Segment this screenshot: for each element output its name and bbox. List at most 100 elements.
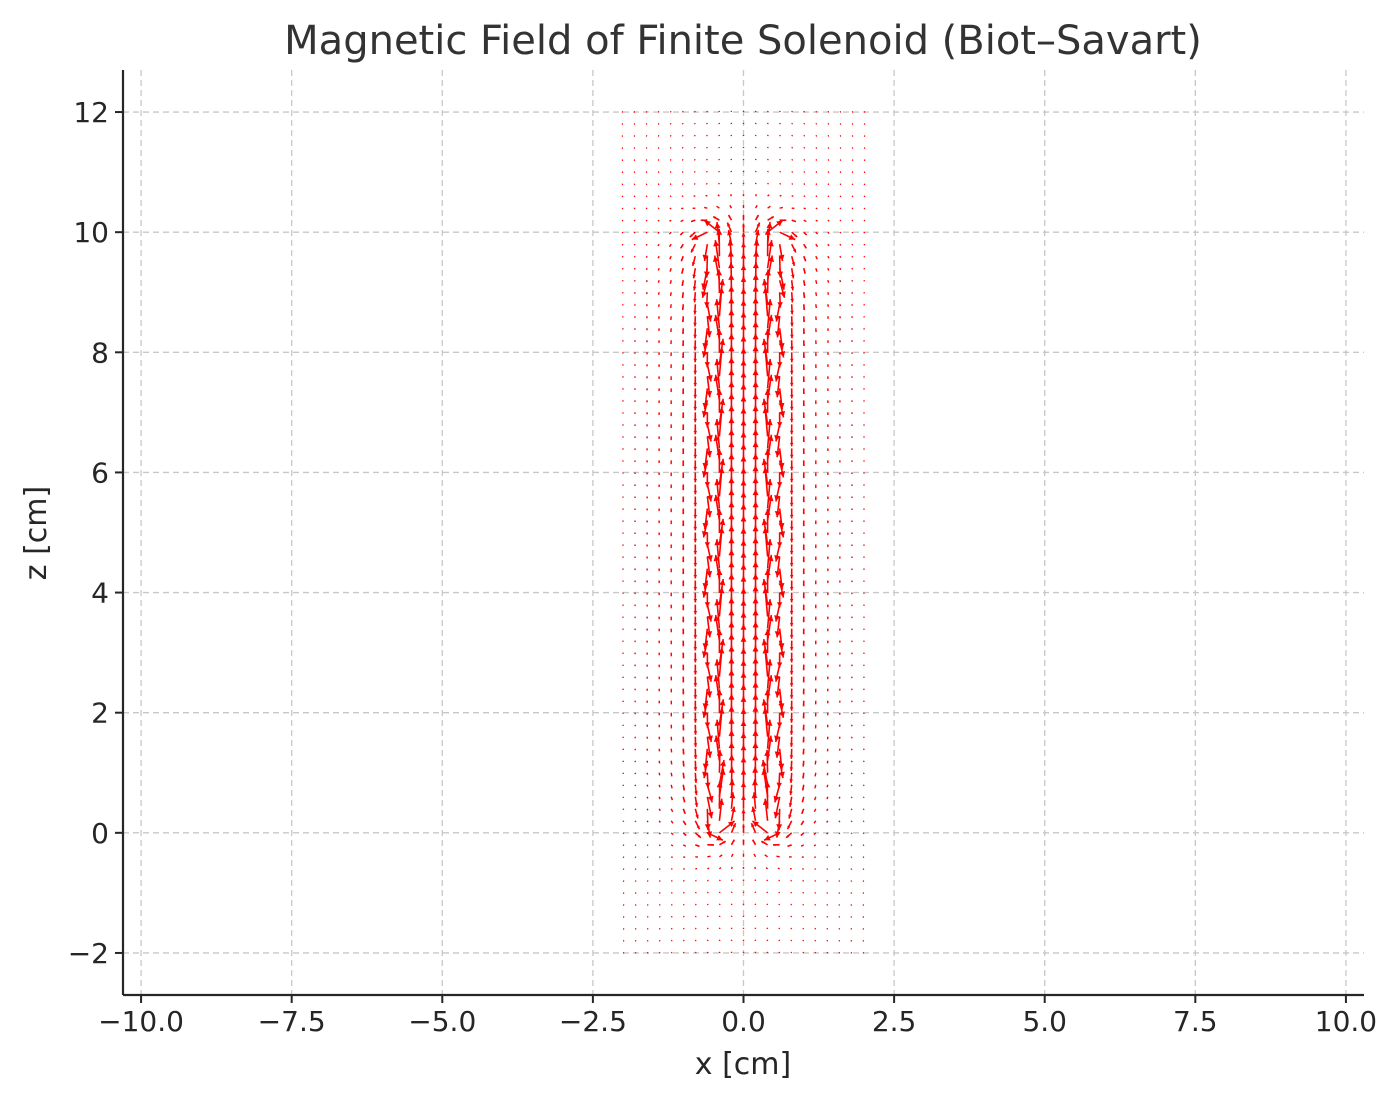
field-arrow [789, 508, 794, 519]
field-arrow [827, 207, 830, 210]
field-arrow [633, 231, 636, 234]
field-arrow [815, 110, 818, 113]
field-arrow [766, 915, 769, 918]
field-arrow [761, 338, 769, 365]
field-arrow [774, 676, 781, 698]
x-tick-label: 10.0 [1315, 1005, 1377, 1038]
field-arrow [802, 951, 805, 954]
field-arrow [802, 748, 805, 755]
field-arrow [751, 820, 769, 834]
field-arrow [682, 712, 685, 719]
field-arrow [694, 903, 697, 906]
field-arrow [633, 279, 636, 282]
field-arrow [714, 221, 721, 245]
field-arrow [693, 484, 698, 495]
field-arrow [839, 231, 842, 234]
field-arrow [802, 316, 806, 323]
field-arrow [813, 844, 817, 847]
field-arrow [658, 796, 661, 800]
field-arrow [751, 839, 757, 846]
field-arrow [789, 724, 794, 735]
field-arrow [622, 820, 625, 823]
field-arrow [718, 338, 726, 365]
field-arrow [787, 844, 792, 848]
field-arrow [803, 231, 808, 236]
field-arrow [838, 784, 841, 787]
field-arrow [670, 784, 673, 789]
field-arrow [741, 795, 746, 809]
field-arrow [802, 724, 805, 731]
y-tick-label: 10 [73, 216, 109, 249]
field-arrow [814, 760, 817, 765]
field-arrow [706, 146, 708, 149]
field-arrow [774, 496, 781, 518]
field-arrow [863, 267, 866, 270]
x-axis-label: x [cm] [695, 1047, 791, 1082]
field-arrow [802, 280, 806, 287]
field-arrow [681, 292, 685, 299]
field-arrow [693, 652, 698, 663]
field-arrow [681, 110, 684, 113]
field-arrow [788, 796, 793, 808]
field-arrow [789, 664, 794, 675]
field-arrow [851, 219, 854, 222]
field-arrow [681, 207, 684, 210]
field-arrow [706, 891, 709, 894]
field-arrow [706, 110, 708, 113]
field-arrow [802, 592, 805, 599]
field-arrow [668, 231, 672, 235]
field-arrow [706, 304, 713, 322]
field-arrow [801, 808, 805, 815]
field-arrow [703, 256, 710, 278]
field-arrow [801, 796, 805, 803]
field-arrow [693, 640, 698, 651]
field-arrow [742, 223, 745, 233]
field-arrow [646, 772, 649, 775]
field-arrow [693, 376, 698, 387]
field-arrow [776, 808, 783, 831]
field-arrow [774, 616, 781, 638]
field-arrow [693, 400, 697, 411]
field-arrow [669, 122, 672, 125]
field-arrow [789, 736, 794, 747]
field-arrow [815, 280, 818, 284]
field-arrow [645, 219, 648, 222]
field-arrow [730, 866, 733, 870]
field-arrow [802, 640, 805, 647]
field-arrow [645, 243, 648, 246]
field-arrow [779, 219, 787, 222]
field-arrow [669, 304, 672, 309]
x-tick-label: 7.5 [1173, 1005, 1218, 1038]
field-arrow [682, 592, 685, 599]
field-arrow [789, 376, 794, 387]
field-arrow [693, 448, 698, 459]
field-arrow [682, 484, 685, 491]
y-axis-label: z [cm] [19, 486, 54, 580]
field-arrow [706, 134, 708, 137]
field-arrow [694, 832, 702, 839]
field-arrow [826, 951, 829, 954]
field-arrow [718, 927, 721, 930]
field-arrow [789, 448, 794, 459]
field-arrow [863, 243, 866, 246]
field-arrow [713, 239, 721, 269]
field-arrow [827, 231, 830, 234]
field-arrow [726, 222, 733, 233]
field-arrow [767, 170, 769, 173]
field-arrow [670, 808, 674, 813]
field-arrow [776, 772, 782, 789]
field-arrow [657, 292, 660, 295]
field-arrow [693, 292, 697, 303]
field-arrow [719, 840, 727, 846]
field-arrow [622, 796, 625, 799]
field-arrow [693, 628, 698, 639]
field-arrow [802, 352, 805, 359]
field-arrow [704, 712, 711, 728]
field-arrow [718, 578, 726, 605]
field-arrow [634, 808, 637, 811]
field-arrow [779, 122, 781, 125]
field-arrow [838, 808, 841, 811]
field-arrow [694, 915, 697, 918]
field-arrow [693, 170, 696, 173]
field-arrow [839, 267, 842, 271]
